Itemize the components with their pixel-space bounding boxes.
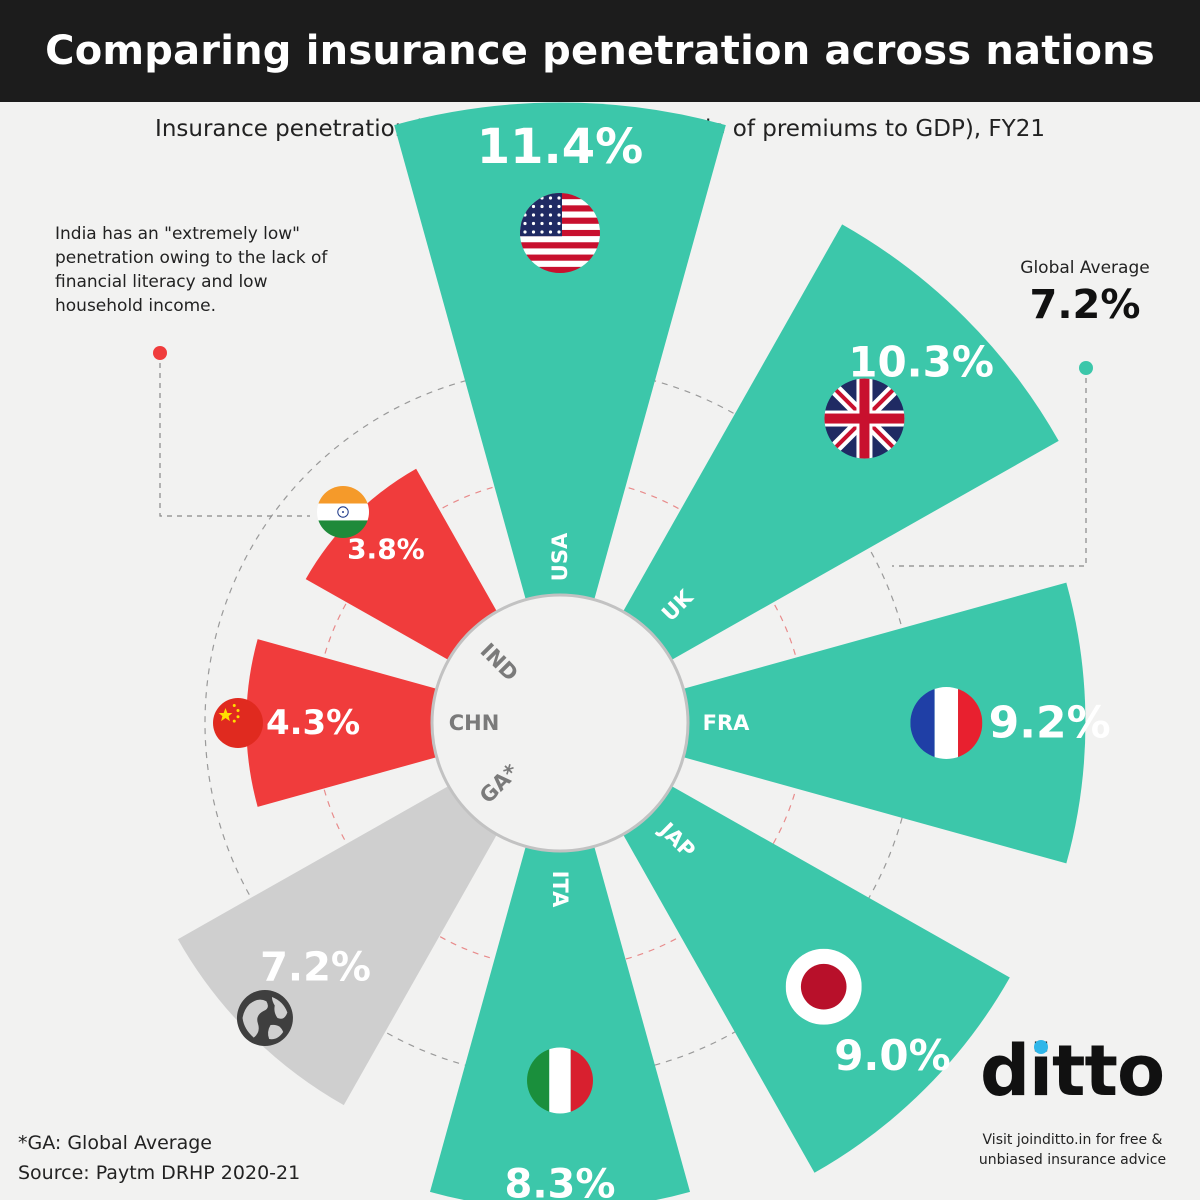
globe-icon [236, 990, 293, 1047]
value-label-jap: 9.0% [834, 1031, 950, 1080]
value-label-uk: 10.3% [848, 337, 994, 386]
value-label-usa: 11.4% [477, 119, 644, 175]
center-circle [430, 593, 690, 853]
ditto-logo: ditto [979, 1030, 1165, 1112]
category-label-usa: USA [548, 532, 572, 581]
bar-usa [394, 102, 726, 604]
global-average-value: 7.2% [1029, 282, 1141, 328]
uk-flag [824, 378, 905, 459]
india-note: India has an "extremely low" penetration… [55, 224, 328, 316]
bar-fra [679, 582, 1086, 864]
us-flag [520, 193, 600, 274]
china-flag [213, 698, 263, 748]
india-note-connector [159, 353, 310, 517]
page-title: Comparing insurance penetration across n… [0, 0, 1200, 102]
global-average-label: Global Average [1020, 258, 1150, 278]
india-flag [317, 486, 369, 538]
bar-chn [246, 639, 441, 807]
japan-flag [785, 948, 862, 1025]
india-note-dot [153, 346, 167, 360]
value-label-ind: 3.8% [347, 532, 425, 565]
source-text: Source: Paytm DRHP 2020-21 [18, 1162, 301, 1184]
value-label-chn: 4.3% [266, 703, 360, 743]
value-label-ita: 8.3% [505, 1161, 616, 1200]
category-label-ita: ITA [548, 871, 572, 909]
footnote-ga: *GA: Global Average [18, 1132, 212, 1154]
footnote-block: *GA: Global Average Source: Paytm DRHP 2… [18, 1128, 300, 1188]
category-label-fra: FRA [703, 711, 751, 735]
france-flag [910, 687, 983, 759]
global-average-dot [1079, 361, 1093, 375]
category-label-chn: CHN [449, 711, 500, 735]
italy-flag [527, 1047, 593, 1114]
bar-ita [429, 842, 691, 1200]
value-label-ga: 7.2% [260, 944, 371, 990]
tagline: Visit joinditto.in for free & unbiased i… [978, 1132, 1167, 1168]
logo-dot-icon [1034, 1040, 1048, 1054]
value-label-fra: 9.2% [989, 698, 1111, 749]
